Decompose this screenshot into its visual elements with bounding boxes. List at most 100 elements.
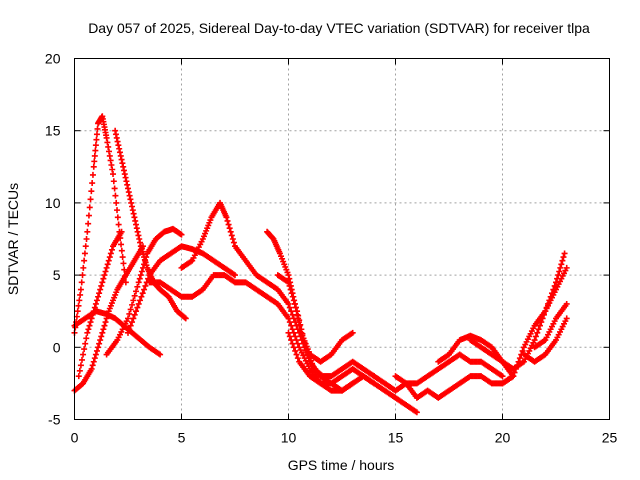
data-point [114, 214, 121, 221]
data-point [101, 322, 108, 329]
data-point [87, 319, 94, 326]
y-tick-label: 0 [53, 339, 61, 355]
data-point [75, 373, 82, 380]
data-point [286, 319, 293, 326]
data-point [83, 236, 90, 242]
y-tick-label: 20 [45, 51, 61, 67]
data-point [101, 272, 108, 279]
data-point [90, 163, 97, 170]
data-point [531, 337, 538, 344]
data-point [111, 185, 118, 192]
data-point [555, 272, 562, 279]
data-point [285, 315, 292, 322]
data-point [77, 291, 84, 298]
y-tick-label: 15 [45, 123, 61, 139]
data-point [285, 300, 292, 307]
data-point [91, 158, 98, 165]
data-point [293, 337, 300, 344]
series-arc-19 [531, 300, 570, 351]
data-point [145, 275, 152, 282]
data-point [89, 362, 96, 369]
data-point [129, 207, 136, 214]
x-tick-label: 20 [495, 430, 511, 446]
data-point [129, 319, 136, 326]
data-point [135, 279, 142, 286]
data-point [98, 333, 105, 340]
data-point [122, 174, 129, 181]
data-point [298, 326, 305, 333]
data-point [105, 143, 112, 150]
data-point [224, 217, 231, 224]
data-point [181, 314, 188, 321]
data-point [87, 196, 94, 203]
data-point [532, 333, 539, 340]
data-point [89, 171, 96, 178]
data-point [77, 362, 84, 369]
data-point [141, 261, 148, 268]
axis-ticks: 0 5 10 15 20 25 -5 0 5 10 15 20 [45, 51, 618, 446]
data-point [85, 212, 92, 219]
data-point [286, 304, 293, 311]
data-point [79, 272, 86, 279]
data-point [125, 189, 132, 196]
data-point [142, 257, 149, 264]
data-point [88, 188, 95, 195]
data-point [114, 207, 121, 214]
data-point [90, 358, 97, 365]
data-point [98, 282, 105, 289]
data-point [510, 373, 517, 380]
data-point [86, 204, 93, 211]
data-point [131, 292, 138, 299]
data-point [294, 355, 301, 362]
data-point [133, 288, 140, 295]
data-point [116, 145, 123, 152]
series-arc-6 [103, 225, 185, 358]
data-point [136, 236, 143, 242]
series-arc-4 [75, 228, 125, 380]
data-point [130, 210, 137, 217]
data-point [106, 254, 113, 261]
data-point [92, 142, 99, 149]
data-point [292, 304, 299, 311]
data-point [228, 232, 235, 239]
data-point [75, 302, 82, 309]
data-point [127, 306, 134, 313]
data-point [118, 241, 125, 248]
data-point [117, 152, 124, 159]
data-point [128, 199, 135, 206]
data-point [103, 264, 110, 271]
data-point [93, 297, 100, 304]
data-point [137, 272, 144, 279]
data-point [118, 228, 125, 235]
data-point [516, 355, 523, 362]
data-point [558, 261, 565, 268]
data-point [126, 192, 133, 199]
data-point [299, 330, 306, 337]
data-point [92, 147, 99, 154]
data-point [294, 308, 301, 315]
data-point [133, 225, 140, 232]
data-point [78, 279, 85, 286]
data-point [81, 250, 88, 257]
data-point [97, 337, 104, 344]
data-point [103, 134, 110, 141]
data-point [139, 264, 146, 271]
x-tick-label: 5 [178, 430, 186, 446]
data-point [519, 347, 526, 354]
series-arc-16 [467, 250, 568, 372]
data-point [286, 333, 293, 340]
data-point [76, 367, 83, 374]
data-point [104, 139, 111, 146]
data-point [178, 231, 185, 238]
data-point [127, 196, 134, 203]
data-point [119, 254, 126, 261]
data-point [127, 322, 134, 329]
data-point [512, 365, 519, 372]
data-point [92, 300, 99, 307]
data-point [563, 315, 570, 322]
data-point [83, 335, 90, 342]
data-point [413, 409, 420, 416]
data-point [82, 243, 89, 250]
data-point [293, 351, 300, 358]
